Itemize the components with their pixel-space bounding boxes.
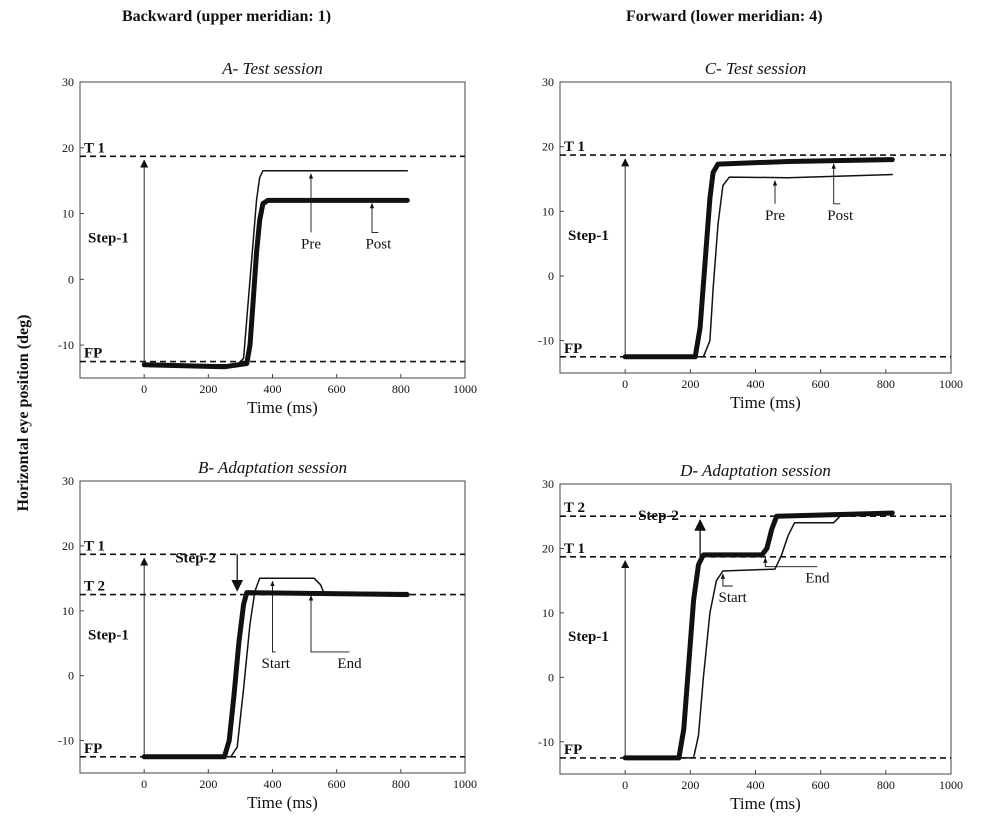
y-tick-label: 0 — [548, 269, 554, 283]
y-tick-label: 10 — [542, 204, 554, 218]
panel-title: D- Adaptation session — [679, 461, 831, 480]
x-tick-label: 600 — [328, 777, 346, 791]
x-tick-label: 400 — [747, 377, 765, 391]
series-line-pre — [624, 173, 894, 358]
ref-line-label: FP — [84, 741, 102, 757]
x-tick-label: 1000 — [453, 777, 477, 791]
x-tick-label: 200 — [199, 382, 217, 396]
step-label: Step-2 — [175, 550, 216, 566]
y-tick-label: 30 — [542, 477, 554, 491]
y-tick-label: -10 — [58, 734, 74, 748]
y-tick-label: -10 — [538, 334, 554, 348]
x-tick-label: 800 — [392, 777, 410, 791]
annotation-arrow — [369, 202, 379, 233]
x-tick-label: 600 — [812, 377, 830, 391]
series-line-post — [141, 197, 410, 370]
ref-line-label: T 1 — [84, 538, 105, 554]
annotation-label: End — [805, 571, 830, 587]
y-tick-label: 20 — [62, 141, 74, 155]
x-tick-label: 800 — [877, 778, 895, 792]
x-tick-label: 0 — [622, 377, 628, 391]
ref-line-label: FP — [564, 742, 582, 758]
ref-line-label: T 1 — [564, 541, 585, 557]
annotation-label: Pre — [765, 208, 785, 224]
step-label: Step-1 — [88, 230, 129, 246]
annotation-arrow — [831, 163, 841, 205]
series-line-end — [141, 590, 410, 760]
y-tick-label: 30 — [62, 75, 74, 89]
y-tick-label: 10 — [62, 207, 74, 221]
x-tick-label: 0 — [141, 777, 147, 791]
y-tick-label: -10 — [58, 338, 74, 352]
panel-title: A- Test session — [221, 59, 322, 78]
ref-line-label: FP — [84, 346, 102, 362]
x-tick-label: 800 — [392, 382, 410, 396]
plot-frame — [79, 81, 466, 379]
plot-frame — [559, 81, 952, 374]
series-line-post — [622, 157, 895, 360]
x-tick-label: 1000 — [939, 778, 963, 792]
y-tick-label: 20 — [62, 539, 74, 553]
ref-line-label: T 1 — [564, 139, 585, 155]
x-axis-label: Time (ms) — [730, 393, 801, 412]
y-tick-label: 30 — [542, 75, 554, 89]
series-line-start — [624, 513, 894, 759]
x-tick-label: 400 — [747, 778, 765, 792]
chart-panel-d: D- Adaptation session -10 0 10 20 30 0 200 400 60… — [538, 461, 963, 813]
y-tick-label: 0 — [548, 670, 554, 684]
y-tick-label: 0 — [68, 272, 74, 286]
plot-frame — [559, 483, 952, 775]
x-tick-label: 200 — [681, 377, 699, 391]
x-axis-label: Time (ms) — [247, 793, 318, 812]
y-tick-label: 10 — [542, 606, 554, 620]
annotation-label: Post — [365, 236, 392, 252]
x-axis-label: Time (ms) — [730, 794, 801, 813]
panel-title: C- Test session — [705, 59, 806, 78]
x-tick-label: 400 — [264, 777, 282, 791]
column-title-backward: Backward (upper meridian: 1) — [122, 8, 332, 25]
column-title-forward: Forward (lower meridian: 4) — [626, 8, 823, 25]
annotation-arrow — [308, 595, 350, 653]
chart-panel-a: A- Test session -10 0 10 20 30 0 200 400 600 800 10… — [58, 59, 477, 417]
annotation-arrow — [720, 573, 733, 587]
annotation-label: Start — [719, 590, 748, 606]
x-tick-label: 1000 — [939, 377, 963, 391]
y-tick-label: 0 — [68, 669, 74, 683]
x-tick-label: 400 — [264, 382, 282, 396]
step-label: Step-1 — [568, 228, 609, 244]
ref-line-label: T 2 — [564, 500, 585, 516]
chart-panel-c: C- Test session -10 0 10 20 30 0 200 400 600 800 10… — [538, 59, 963, 412]
annotation-label: Start — [262, 656, 291, 672]
y-tick-label: 20 — [542, 541, 554, 555]
ref-line-label: T 1 — [84, 140, 105, 156]
x-tick-label: 0 — [141, 382, 147, 396]
panel-title: B- Adaptation session — [198, 458, 347, 477]
x-tick-label: 1000 — [453, 382, 477, 396]
y-tick-label: 30 — [62, 474, 74, 488]
annotation-arrow — [763, 557, 818, 568]
step-label: Step-1 — [88, 627, 129, 643]
x-tick-label: 0 — [622, 778, 628, 792]
y-tick-label: -10 — [538, 735, 554, 749]
x-tick-label: 800 — [877, 377, 895, 391]
ref-line-label: T 2 — [84, 579, 105, 595]
x-tick-label: 600 — [812, 778, 830, 792]
x-tick-label: 600 — [328, 382, 346, 396]
x-tick-label: 200 — [199, 777, 217, 791]
ref-line-label: FP — [564, 341, 582, 357]
annotation-arrow — [270, 580, 276, 653]
series-line-end — [622, 510, 895, 761]
chart-panel-b: B- Adaptation session -10 0 10 20 30 0 200 400 60… — [58, 458, 477, 812]
step-label: Step-1 — [568, 629, 609, 645]
y-tick-label: 10 — [62, 604, 74, 618]
x-tick-label: 200 — [681, 778, 699, 792]
annotation-label: Post — [827, 208, 854, 224]
annotation-label: Pre — [301, 236, 321, 252]
y-tick-label: 20 — [542, 140, 554, 154]
step-label: Step-2 — [638, 508, 679, 524]
annotation-label: End — [337, 656, 362, 672]
x-axis-label: Time (ms) — [247, 398, 318, 417]
